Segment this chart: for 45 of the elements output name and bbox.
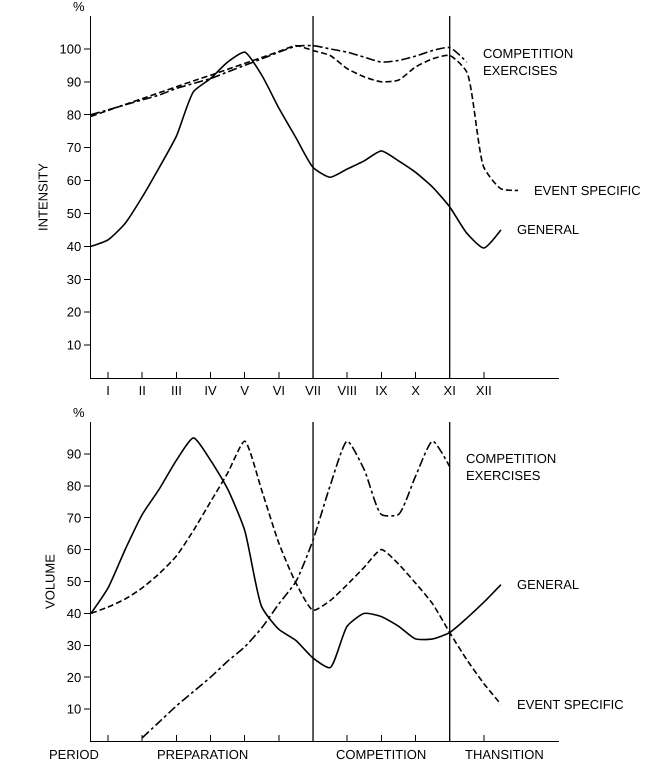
y-tick-label: 40 [66,606,82,621]
text: THANSITION [465,747,544,762]
y-tick-label: 80 [66,107,82,122]
x-tick-label: III [170,382,182,398]
y-tick-label: 60 [66,542,82,558]
y-tick-label: 20 [66,304,82,320]
x-tick-label: II [138,382,146,398]
x-tick-label: XII [476,382,492,398]
y-tick-label: 10 [66,702,82,717]
y-tick-label: 30 [66,638,82,653]
y-axis-title: INTENSITY [35,162,50,231]
series-label: EVENT SPECIFIC [517,697,624,712]
y-tick-label: 10 [66,338,82,353]
y-tick-label: 40 [66,238,82,254]
y-axis-title: VOLUME [42,554,58,609]
y-tick-label: 90 [66,446,82,462]
x-tick-label: VII [305,382,321,398]
text: COMPETITION [336,747,426,762]
y-tick-label: 20 [66,670,82,685]
y-tick-label: 100 [60,41,82,56]
text: PERIOD [49,747,99,762]
x-tick-label: IV [204,382,218,398]
x-tick-label: XI [444,382,456,398]
y-tick-label: 50 [66,574,82,590]
series-label: EVENT SPECIFIC [534,183,641,198]
y-tick-label: 70 [66,140,82,156]
text: % [73,0,85,14]
x-tick-label: IX [375,382,388,398]
x-tick-label: I [106,382,110,398]
x-tick-label: VIII [337,382,357,398]
x-tick-label: VI [272,382,286,398]
series-label: COMPETITION EXERCISES [483,46,574,78]
series-label: GENERAL [517,577,580,592]
y-tick-label: 30 [66,272,82,287]
text: PREPARATION [157,747,248,762]
series-label: COMPETITION EXERCISES [466,451,556,483]
text: % [73,405,85,420]
series-label: GENERAL [517,222,580,237]
y-tick-label: 70 [66,510,82,526]
y-tick-label: 60 [66,173,82,188]
x-tick-label: V [240,382,250,398]
y-tick-label: 90 [66,74,82,90]
y-tick-label: 80 [66,478,82,494]
y-tick-label: 50 [66,206,82,221]
x-tick-label: X [411,382,420,398]
